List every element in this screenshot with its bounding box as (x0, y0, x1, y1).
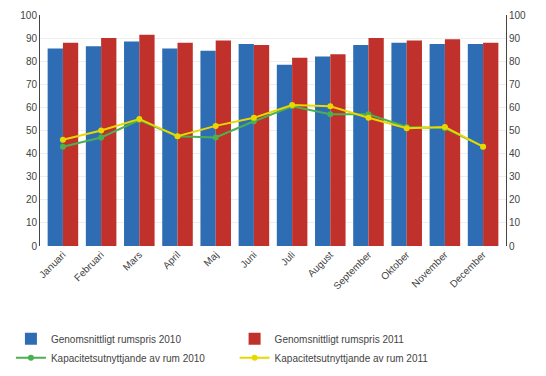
svg-text:Genomsnittligt rumspris 2011: Genomsnittligt rumspris 2011 (275, 334, 405, 345)
svg-text:100: 100 (20, 10, 37, 21)
svg-text:80: 80 (26, 56, 38, 67)
svg-text:0: 0 (509, 241, 515, 252)
svg-text:50: 50 (509, 125, 521, 136)
svg-text:20: 20 (509, 194, 521, 205)
svg-text:100: 100 (509, 10, 526, 21)
svg-text:40: 40 (509, 148, 521, 159)
svg-text:Februari: Februari (72, 249, 106, 283)
svg-text:Kapacitetsutnyttjande av rum 2: Kapacitetsutnyttjande av rum 2010 (51, 353, 205, 364)
svg-text:Maj: Maj (201, 249, 220, 268)
svg-text:August: August (305, 249, 335, 279)
svg-text:Juli: Juli (279, 249, 297, 267)
svg-text:40: 40 (26, 148, 38, 159)
svg-text:80: 80 (509, 56, 521, 67)
svg-text:Oktober: Oktober (379, 249, 412, 282)
svg-text:10: 10 (509, 217, 521, 228)
svg-text:Kapacitetsutnyttjande av rum 2: Kapacitetsutnyttjande av rum 2011 (275, 353, 429, 364)
svg-text:30: 30 (26, 171, 38, 182)
svg-text:Genomsnittligt rumspris 2010: Genomsnittligt rumspris 2010 (51, 334, 181, 345)
svg-text:30: 30 (509, 171, 521, 182)
svg-text:10: 10 (26, 217, 38, 228)
svg-text:60: 60 (509, 102, 521, 113)
svg-text:0: 0 (31, 241, 37, 252)
svg-text:20: 20 (26, 194, 38, 205)
svg-text:Mars: Mars (121, 249, 145, 273)
svg-text:September: September (331, 249, 374, 292)
svg-text:Juni: Juni (238, 249, 259, 270)
svg-text:90: 90 (509, 33, 521, 44)
svg-text:Januari: Januari (37, 249, 68, 280)
svg-text:December: December (448, 249, 489, 290)
svg-text:50: 50 (26, 125, 38, 136)
svg-text:90: 90 (26, 33, 38, 44)
svg-text:April: April (161, 249, 183, 271)
svg-text:November: November (409, 249, 450, 290)
svg-text:70: 70 (509, 79, 521, 90)
svg-text:70: 70 (26, 79, 38, 90)
svg-text:60: 60 (26, 102, 38, 113)
